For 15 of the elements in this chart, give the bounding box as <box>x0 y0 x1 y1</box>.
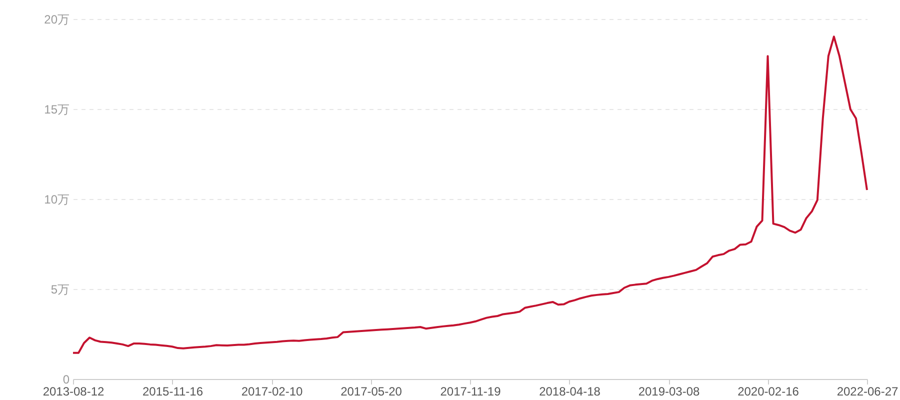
x-tick-label: 2017-11-19 <box>440 384 502 398</box>
line-series <box>72 36 868 354</box>
x-tick-label: 2020-02-16 <box>738 384 800 398</box>
y-tick-label: 15万 <box>44 102 70 116</box>
x-tick-label: 2019-03-08 <box>638 384 700 398</box>
y-tick-label: 0 <box>62 372 70 386</box>
x-tick-label: 2017-02-10 <box>241 384 304 398</box>
x-tick-label: 2017-05-20 <box>340 384 402 398</box>
x-tick-label: 2018-04-18 <box>539 384 601 398</box>
y-tick-label: 5万 <box>50 282 70 296</box>
y-tick-label: 20万 <box>44 12 70 26</box>
x-tick-label: 2015-11-16 <box>142 384 204 398</box>
x-tick-label: 2022-06-27 <box>836 384 899 398</box>
y-tick-label: 10万 <box>44 192 70 206</box>
x-tick-label: 2013-08-12 <box>42 384 105 398</box>
